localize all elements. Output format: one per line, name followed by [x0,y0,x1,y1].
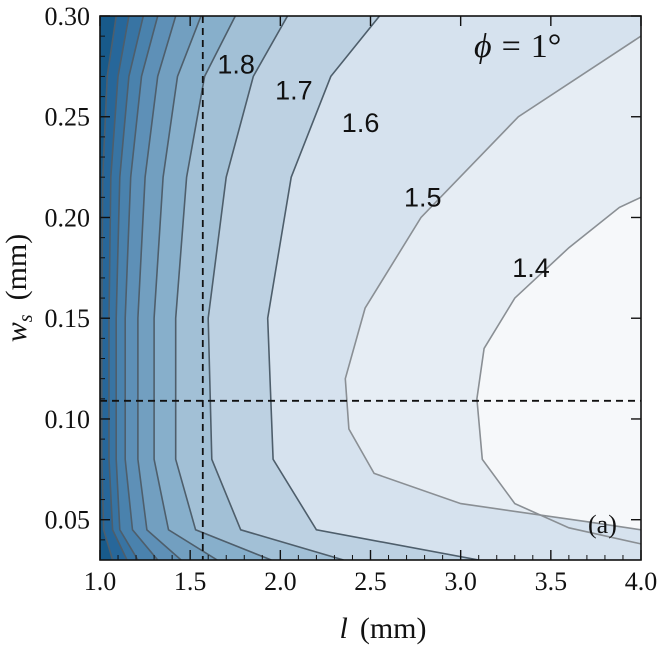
x-tick-label: 2.5 [354,567,387,596]
contour-label: 1.4 [512,253,550,283]
panel-label: (a) [588,510,617,539]
y-axis-sub: s [15,314,37,322]
phi-symbol: ϕ [474,28,492,65]
contour-line [137,16,182,560]
y-tick-label: 0.25 [45,103,91,132]
contour-labels: 1.8 1.7 1.6 1.5 1.4 [217,49,549,282]
x-tick-label: 1.0 [84,567,117,596]
y-tick-label: 0.05 [45,506,91,535]
contour-line [124,16,159,560]
y-axis-title: ws (mm) [0,234,37,342]
y-tick-label: 0.10 [45,405,91,434]
x-tick-label: 2.0 [264,567,297,596]
x-tick-label: 3.0 [444,567,477,596]
phi-equals: = [502,28,521,65]
contour-label: 1.8 [217,49,255,79]
contour-line [344,35,641,531]
contour-line [153,16,218,560]
contour-label: 1.6 [342,108,380,138]
x-tick-label: 1.5 [174,567,207,596]
contour-region [100,16,117,560]
y-tick-label: 0.15 [45,304,91,333]
y-axis-unit: (mm) [0,234,33,301]
x-tick-label: 4.0 [625,567,658,596]
x-axis-unit: (mm) [360,612,427,645]
contour-line [476,196,641,545]
x-axis-title: l (mm) [340,612,427,645]
x-axis-var: l [340,612,348,645]
x-tick-label: 3.5 [535,567,568,596]
y-tick-label: 0.30 [45,2,91,31]
contour-line [174,16,272,560]
contour-region [100,16,129,560]
contour-label: 1.5 [404,182,442,212]
contour-line [115,16,145,560]
reference-lines [100,16,641,560]
contour-fills [100,16,641,560]
contour-line [207,16,344,560]
phi-value: 1° [531,28,562,65]
contour-line [266,16,479,560]
contour-label: 1.7 [275,76,313,106]
y-tick-label: 0.20 [45,203,91,232]
phi-annotation: ϕ = 1° [474,28,561,65]
y-axis-var: w [0,322,33,342]
axis-ticks: 1.0 1.5 2.0 2.5 3.0 3.5 4.0 0.05 0.10 0.15 0.20 0.2… [45,2,658,596]
